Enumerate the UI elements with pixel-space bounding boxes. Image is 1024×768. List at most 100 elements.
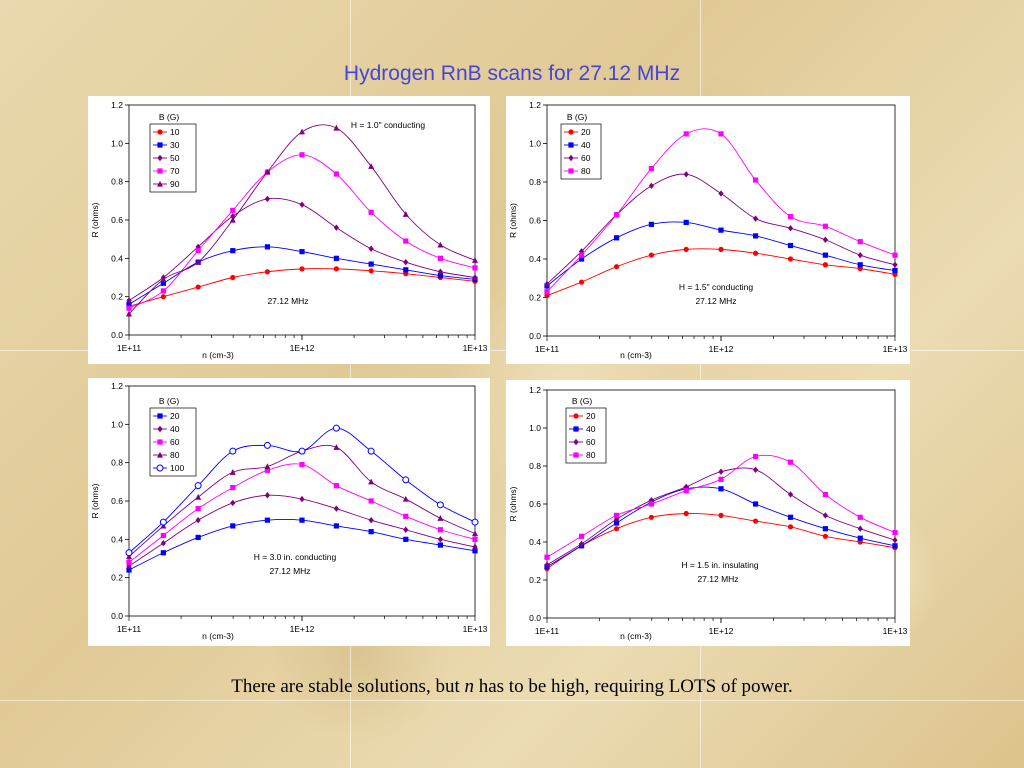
data-point-20 <box>195 534 201 541</box>
data-point-70 <box>126 305 132 311</box>
y-tick-label: 1.2 <box>111 381 123 391</box>
legend-marker-60 <box>568 154 574 162</box>
data-point-80 <box>195 493 202 500</box>
data-point-90 <box>472 257 478 263</box>
data-point-40 <box>718 227 724 233</box>
data-point-100 <box>402 476 410 484</box>
y-tick-label: 0.8 <box>111 177 123 187</box>
data-point-100 <box>229 447 237 455</box>
data-point-40 <box>892 267 898 274</box>
data-point-30 <box>437 272 444 279</box>
data-point-80 <box>437 515 444 521</box>
legend-entry-40: 40 <box>170 424 180 434</box>
y-tick-label: 0.6 <box>529 499 541 509</box>
legend-marker-40 <box>568 142 574 148</box>
data-point-70 <box>403 238 409 244</box>
data-point-20 <box>613 264 620 270</box>
legend-marker-20 <box>573 413 579 419</box>
chart-annotation: 27.12 MHz <box>269 566 310 576</box>
legend-entry-40: 40 <box>586 424 596 434</box>
chart-h1-conducting: 0.0 0.2 0.4 0.6 0.8 1.0 1.2 1E+11 1E+12 1E+13 n (c… <box>90 100 488 360</box>
caption-text-end: has to be high, requiring LOTS of power. <box>473 676 793 697</box>
data-point-100 <box>298 447 306 455</box>
data-point-50 <box>299 201 305 208</box>
legend-entry-60: 60 <box>170 437 180 447</box>
data-point-40 <box>892 543 898 549</box>
data-point-80 <box>578 533 585 539</box>
data-point-10 <box>264 269 271 275</box>
data-point-80 <box>648 165 654 172</box>
data-point-60 <box>403 513 409 519</box>
y-tick-label: 0.2 <box>529 293 541 303</box>
data-point-90 <box>195 258 202 265</box>
data-point-60 <box>472 536 478 542</box>
series-70 <box>126 152 478 311</box>
legend-marker-20 <box>568 129 574 135</box>
data-point-40 <box>333 505 339 512</box>
data-point-60 <box>787 225 794 232</box>
data-point-70 <box>230 207 236 214</box>
data-point-30 <box>230 248 236 254</box>
data-point-20 <box>752 250 759 256</box>
data-point-100 <box>125 549 133 557</box>
y-tick-label: 0.0 <box>529 331 541 341</box>
data-point-80 <box>892 252 898 258</box>
data-point-40 <box>648 221 654 227</box>
legend-marker-10 <box>157 129 163 135</box>
data-point-60 <box>892 536 898 544</box>
data-point-60 <box>195 506 201 512</box>
legend-entry-40: 40 <box>581 140 591 150</box>
data-point-60 <box>718 190 724 197</box>
series-80 <box>544 453 898 560</box>
y-tick-label: 0.0 <box>529 613 541 623</box>
series-100 <box>125 424 479 557</box>
data-point-80 <box>857 239 863 245</box>
data-point-80 <box>787 214 794 220</box>
data-point-40 <box>368 516 374 524</box>
data-point-20 <box>822 262 828 268</box>
data-point-60 <box>822 236 828 243</box>
data-point-100 <box>194 482 202 490</box>
data-point-60 <box>857 251 863 259</box>
data-point-20 <box>264 517 271 523</box>
data-point-50 <box>126 297 132 304</box>
data-point-80 <box>648 501 654 507</box>
data-point-80 <box>857 514 863 520</box>
data-point-20 <box>752 518 759 524</box>
data-point-60 <box>683 171 689 178</box>
data-point-30 <box>126 301 132 307</box>
legend-entry-10: 10 <box>170 127 180 137</box>
series-60 <box>126 461 478 565</box>
chart-annotation: H = 1.5" conducting <box>679 282 753 292</box>
data-point-10 <box>195 284 201 290</box>
data-point-100 <box>436 501 444 509</box>
data-point-100 <box>471 518 479 526</box>
series-line-60 <box>128 463 476 563</box>
data-point-20 <box>718 246 724 252</box>
legend-marker-20 <box>157 413 163 419</box>
y-tick-label: 0.4 <box>111 534 123 544</box>
data-point-30 <box>368 261 374 267</box>
data-point-10 <box>299 266 305 272</box>
data-point-50 <box>437 268 444 275</box>
legend: B (G) 20 40 60 80 <box>560 112 602 180</box>
data-point-40 <box>857 535 863 541</box>
chart-annotation: H = 3.0 in. conducting <box>254 552 337 562</box>
data-point-10 <box>333 266 339 272</box>
data-point-70 <box>368 209 374 215</box>
legend: B (G) 20 40 60 80 100 <box>149 396 197 477</box>
slide-title: Hydrogen RnB scans for 27.12 MHz <box>343 62 681 85</box>
data-point-20 <box>683 510 689 517</box>
caption-text-start: There are stable solutions, but <box>231 676 465 697</box>
data-point-60 <box>683 483 689 491</box>
data-point-50 <box>403 258 409 266</box>
data-point-60 <box>822 512 828 519</box>
series-50 <box>126 195 478 304</box>
legend-entry-20: 20 <box>581 127 591 137</box>
data-point-80 <box>752 177 759 183</box>
data-point-40 <box>822 526 828 532</box>
x-axis-label: n (cm-3) <box>620 631 652 641</box>
chart-annotation: 27.12 MHz <box>267 296 308 306</box>
data-point-60 <box>752 215 759 222</box>
data-point-50 <box>472 274 478 281</box>
